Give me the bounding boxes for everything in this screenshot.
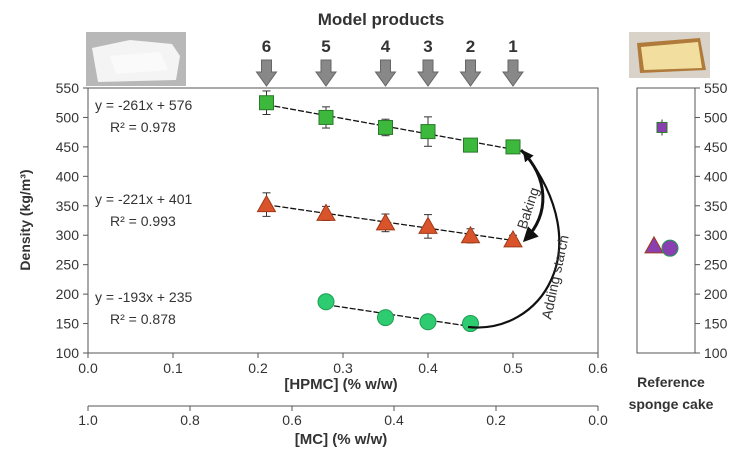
product-number: 1 [508, 37, 517, 56]
reference-point [661, 239, 679, 257]
y-tick-label: 500 [56, 109, 80, 125]
x-tick-label: 0.6 [588, 360, 608, 376]
data-point [419, 313, 437, 331]
product-markers: 6 5 4 3 2 1 [255, 37, 524, 87]
product-down-arrow [417, 59, 439, 87]
data-point [418, 216, 438, 234]
secondary-x-axis-ticks: 1.0 0.8 0.6 0.4 0.2 0.0 [78, 406, 608, 428]
equation-green-text: y = -261x + 576 [95, 97, 193, 113]
model-product-photo [86, 32, 186, 86]
equation-circle: y = -193x + 235 R² = 0.878 [95, 289, 193, 327]
product-down-arrow [315, 59, 337, 87]
reference-plot-area [636, 87, 696, 354]
y-tick-label: 450 [56, 139, 80, 155]
secondary-x-tick-label: 0.0 [588, 412, 608, 428]
adding-starch-label: Adding starch [538, 234, 571, 321]
reference-y-tick-label: 200 [704, 286, 728, 302]
secondary-x-tick-label: 0.2 [486, 412, 506, 428]
secondary-x-tick-label: 0.6 [282, 412, 302, 428]
y-tick-label: 350 [56, 198, 80, 214]
x-tick-label: 0.4 [418, 360, 438, 376]
equation-green: y = -261x + 576 R² = 0.978 [95, 97, 193, 135]
reference-label-line2: sponge cake [629, 396, 714, 412]
y-tick-label: 550 [56, 80, 80, 96]
x-axis-ticks: 0.0 0.1 0.2 0.3 0.4 0.5 0.6 [78, 353, 608, 376]
data-point [377, 309, 394, 327]
product-number: 4 [381, 37, 391, 56]
secondary-x-axis-label: [MC] (% w/w) [295, 431, 387, 448]
reference-y-tick-label: 500 [704, 109, 728, 125]
x-tick-label: 0.3 [333, 360, 353, 376]
x-axis-label: [HPMC] (% w/w) [284, 376, 397, 393]
r2-circle-text: R² = 0.878 [110, 311, 176, 327]
equation-red: y = -221x + 401 R² = 0.993 [95, 191, 193, 229]
product-down-arrow [459, 59, 482, 87]
adding-starch-arrow [467, 150, 561, 329]
reference-label-line1: Reference [637, 374, 705, 390]
reference-point [656, 121, 668, 133]
reference-y-tick-label: 100 [704, 345, 728, 361]
product-number: 5 [321, 37, 330, 56]
reference-y-tick-label: 400 [704, 168, 728, 184]
reference-y-tick-label: 550 [704, 80, 728, 96]
data-point [259, 95, 274, 111]
data-point [317, 293, 335, 311]
secondary-x-tick-label: 1.0 [78, 412, 98, 428]
data-point [503, 229, 523, 248]
equation-red-text: y = -221x + 401 [95, 191, 193, 207]
product-number: 2 [466, 37, 475, 56]
data-point [420, 124, 436, 140]
reference-points [644, 119, 679, 257]
product-down-arrow [255, 59, 278, 87]
reference-label: Reference [637, 374, 705, 390]
series-layer [256, 90, 523, 333]
y-tick-label: 200 [56, 286, 80, 302]
series-square [259, 90, 521, 155]
y-axis-label: Density (kg/m³) [17, 169, 33, 270]
data-point [378, 119, 393, 135]
y-tick-label: 150 [56, 316, 80, 332]
r2-red-text: R² = 0.993 [110, 213, 176, 229]
y-tick-label: 250 [56, 257, 80, 273]
reference-label-tail: sponge cake [629, 396, 714, 412]
data-point [316, 203, 336, 221]
reference-point [644, 235, 664, 254]
reference-y-axis-ticks: 100 150 200 250 300 350 400 450 500 550 [695, 80, 728, 361]
x-tick-label: 0.1 [163, 360, 183, 376]
y-tick-label: 300 [56, 227, 80, 243]
chart-title: Model products [318, 10, 445, 29]
y-tick-label: 400 [56, 168, 80, 184]
data-point [463, 137, 478, 153]
series-triangle [256, 192, 523, 248]
data-point [318, 109, 334, 125]
x-tick-label: 0.5 [503, 360, 523, 376]
secondary-x-tick-label: 0.8 [180, 412, 200, 428]
data-point [375, 212, 396, 231]
reference-y-tick-label: 350 [704, 198, 728, 214]
y-tick-label: 100 [56, 345, 80, 361]
secondary-x-tick-label: 0.4 [384, 412, 404, 428]
data-point [462, 315, 479, 333]
y-axis-ticks: 100 150 200 250 300 350 400 450 500 550 [56, 80, 88, 361]
reference-y-tick-label: 250 [704, 257, 728, 273]
x-tick-label: 0.2 [248, 360, 268, 376]
reference-y-tick-label: 300 [704, 227, 728, 243]
data-point [505, 139, 521, 155]
reference-cake-photo [629, 32, 710, 78]
x-tick-label: 0.0 [78, 360, 98, 376]
product-number: 6 [262, 37, 271, 56]
reference-y-tick-label: 150 [704, 316, 728, 332]
trend-line [325, 304, 471, 328]
data-point [460, 225, 481, 244]
equation-circle-text: y = -193x + 235 [95, 289, 193, 305]
data-point [256, 194, 277, 213]
r2-green-text: R² = 0.978 [110, 119, 176, 135]
product-down-arrow [374, 59, 397, 87]
product-down-arrow [502, 59, 524, 87]
series-circle [317, 293, 479, 333]
reference-y-tick-label: 450 [704, 139, 728, 155]
product-number: 3 [423, 37, 432, 56]
